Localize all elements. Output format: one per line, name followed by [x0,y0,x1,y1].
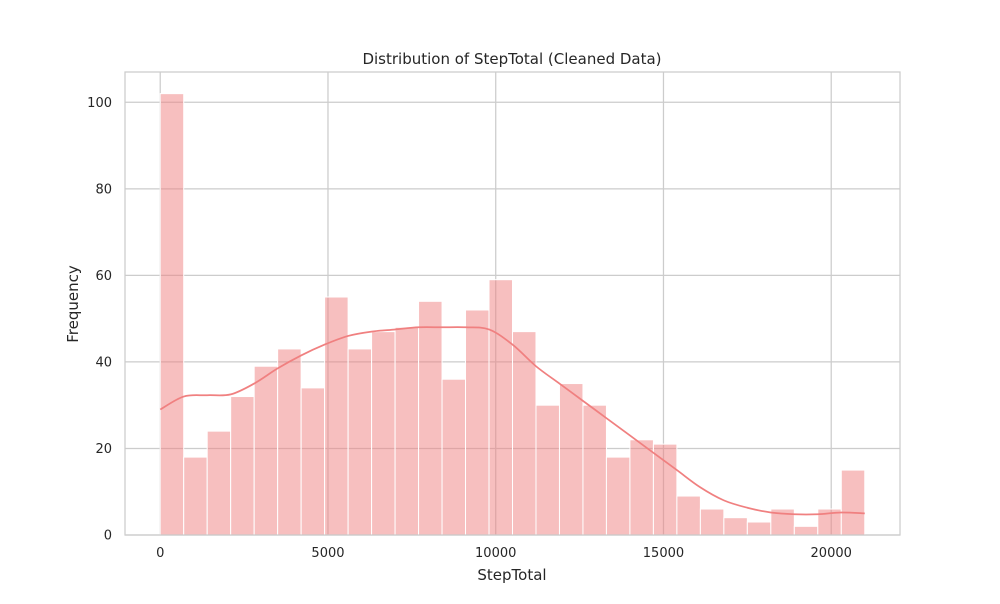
histogram-bar [183,456,208,536]
plot-frame [124,71,901,536]
histogram-bar [605,456,631,536]
y-tick-label: 40 [95,355,112,370]
x-tick-label: 20000 [811,546,852,561]
x-tick-label: 15000 [643,546,684,561]
y-axis-title: Frequency [64,265,82,343]
histogram-bar [558,383,584,536]
x-tick-label: 0 [156,546,164,561]
histogram-bar [300,387,326,536]
histogram-bar [394,326,420,536]
histogram-bar [465,309,490,536]
histogram-bar [582,404,607,536]
histogram-bar [840,469,866,536]
histogram-bar [746,521,772,536]
histogram-bar [418,300,443,536]
histogram-bar [699,508,725,536]
x-tick-labels: 0 5000 10000 15000 20000 [156,546,852,561]
histogram-bar [230,396,255,536]
x-axis-title: StepTotal [477,566,546,584]
histogram-bar [652,443,678,536]
kde-curve-group [159,326,865,516]
histogram-bar [676,495,701,536]
histogram-bar [535,404,560,536]
chart-title: Distribution of StepTotal (Cleaned Data) [362,50,661,68]
histogram-bar [253,365,279,536]
y-tick-label: 60 [95,269,112,284]
histogram-bar [793,525,819,536]
histogram-bar [371,331,396,536]
y-tick-label: 100 [87,96,112,111]
histogram-bar [723,517,748,536]
kde-line [159,326,865,516]
y-tick-labels: 0 20 40 60 80 100 [87,96,112,544]
x-tick-label: 10000 [475,546,516,561]
y-tick-label: 20 [95,442,112,457]
histogram-bar [159,93,185,536]
histogram-bar [488,279,513,536]
y-tick-label: 0 [104,529,112,544]
histogram-bar [206,430,232,536]
y-tick-label: 80 [95,182,112,197]
histogram-bar [324,296,349,536]
histogram-bar [441,378,467,536]
histogram-bar [629,439,654,536]
histogram-bar [277,348,302,536]
histogram-bar [347,348,373,536]
x-tick-label: 5000 [311,546,344,561]
